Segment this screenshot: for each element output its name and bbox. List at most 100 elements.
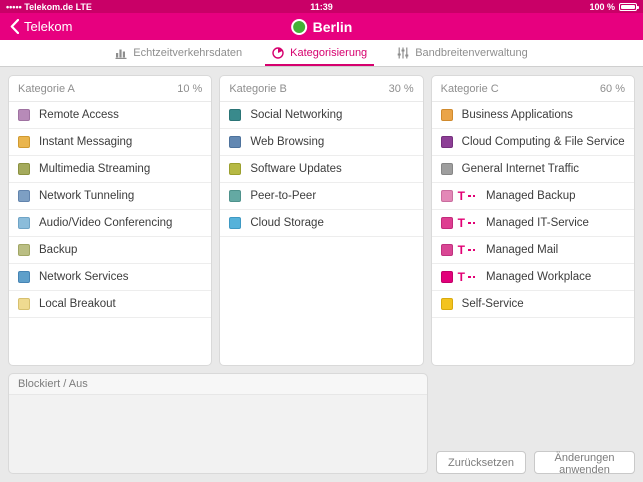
category-item-label: Managed IT-Service (486, 217, 589, 229)
category-item-label: Social Networking (250, 109, 343, 121)
status-bar: ••••• Telekom.de LTE 11:39 100 % (0, 0, 643, 13)
blocked-panel[interactable]: Blockiert / Aus (8, 373, 428, 474)
content-area: Kategorie A 10 % Remote Access Instant M… (0, 67, 643, 482)
category-item-label: Local Breakout (39, 298, 116, 310)
category-item-label: Cloud Storage (250, 217, 324, 229)
sliders-icon (397, 47, 409, 59)
category-item-label: Network Tunneling (39, 190, 135, 202)
category-item-general-internet-traffic[interactable]: General Internet Traffic (431, 156, 634, 183)
category-item-cloud-storage[interactable]: Cloud Storage (220, 210, 423, 237)
tab-kategorisierung[interactable]: Kategorisierung (265, 40, 375, 66)
category-panel-header: Kategorie A 10 % (9, 76, 212, 102)
category-color-swatch-icon (229, 136, 242, 148)
category-color-swatch-icon (440, 136, 453, 148)
apply-changes-button[interactable]: Änderungen anwenden (534, 451, 635, 476)
category-item-label: Instant Messaging (39, 136, 133, 148)
tab-label: Kategorisierung (290, 47, 368, 59)
category-item-network-tunneling[interactable]: Network Tunneling (9, 183, 212, 210)
category-percent-label: 30 % (388, 82, 414, 95)
category-item-instant-messaging[interactable]: Instant Messaging (9, 129, 212, 156)
category-color-swatch-icon (18, 190, 30, 202)
category-item-list: Business Applications Cloud Computing & … (431, 102, 634, 318)
tab-label: Bandbreitenverwaltung (415, 47, 528, 59)
category-item-managed-workplace[interactable]: T Managed Workplace (431, 264, 634, 291)
category-item-label: Audio/Video Conferencing (39, 217, 173, 229)
category-item-label: Managed Mail (486, 244, 559, 256)
category-color-swatch-icon (18, 163, 30, 175)
category-title: Kategorie C (440, 82, 499, 95)
tab-label: Echtzeitverkehrsdaten (133, 47, 243, 59)
category-panel-header: Kategorie C 60 % (431, 76, 634, 102)
category-panel-header: Kategorie B 30 % (220, 76, 423, 102)
category-item-label: General Internet Traffic (461, 163, 580, 175)
category-item-label: Web Browsing (250, 136, 325, 148)
category-color-swatch-icon (440, 190, 453, 202)
category-item-label: Cloud Computing & File Service (461, 136, 625, 148)
tab-bar: Echtzeitverkehrsdaten Kategorisierung Band… (0, 40, 643, 67)
online-status-dot-icon (290, 18, 307, 35)
tab-bandbreitenverwaltung[interactable]: Bandbreitenverwaltung (397, 40, 528, 66)
category-item-managed-backup[interactable]: T Managed Backup (431, 183, 634, 210)
category-item-audio-video-conferencing[interactable]: Audio/Video Conferencing (9, 210, 212, 237)
action-buttons: Zurücksetzen Änderungen anwenden (436, 373, 635, 476)
category-item-label: Managed Backup (486, 190, 576, 202)
category-item-network-services[interactable]: Network Services (9, 264, 212, 291)
category-item-multimedia-streaming[interactable]: Multimedia Streaming (9, 156, 212, 183)
category-item-label: Software Updates (250, 163, 342, 175)
category-color-swatch-icon (440, 217, 453, 229)
category-item-software-updates[interactable]: Software Updates (220, 156, 423, 183)
category-panel-kategorie-a: Kategorie A 10 % Remote Access Instant M… (8, 75, 213, 366)
category-item-remote-access[interactable]: Remote Access (9, 102, 212, 129)
blocked-panel-title: Blockiert / Aus (9, 374, 427, 395)
category-color-swatch-icon (229, 109, 242, 121)
category-item-list: Remote Access Instant Messaging Multimed… (9, 102, 212, 318)
category-item-backup[interactable]: Backup (9, 237, 212, 264)
category-panel-kategorie-b: Kategorie B 30 % Social Networking Web B… (219, 75, 424, 366)
category-item-web-browsing[interactable]: Web Browsing (220, 129, 423, 156)
chevron-left-icon (10, 19, 19, 34)
battery-icon (619, 2, 639, 11)
category-color-swatch-icon (440, 109, 453, 121)
category-color-swatch-icon (229, 190, 242, 202)
battery-status: 100 % (589, 1, 639, 12)
category-item-social-networking[interactable]: Social Networking (220, 102, 423, 129)
category-color-swatch-icon (18, 109, 30, 121)
telekom-logo-icon: T (458, 244, 475, 256)
category-item-peer-to-peer[interactable]: Peer-to-Peer (220, 183, 423, 210)
category-item-self-service[interactable]: Self-Service (431, 291, 634, 318)
pie-chart-icon (272, 47, 284, 59)
bar-chart-icon (115, 47, 127, 59)
category-color-swatch-icon (18, 271, 30, 283)
category-item-label: Managed Workplace (486, 271, 592, 283)
category-percent-label: 10 % (177, 82, 203, 95)
page-title-label: Berlin (312, 18, 353, 35)
category-item-business-applications[interactable]: Business Applications (431, 102, 634, 129)
category-item-label: Business Applications (461, 109, 573, 121)
telekom-logo-icon: T (458, 217, 475, 229)
clock-label: 11:39 (310, 1, 333, 12)
category-item-label: Multimedia Streaming (39, 163, 151, 175)
category-panel-kategorie-c: Kategorie C 60 % Business Applications C… (430, 75, 635, 366)
reset-button[interactable]: Zurücksetzen (436, 451, 527, 474)
category-item-managed-it-service[interactable]: T Managed IT-Service (431, 210, 634, 237)
category-color-swatch-icon (440, 271, 453, 283)
category-color-swatch-icon (18, 244, 30, 256)
category-percent-label: 60 % (599, 82, 625, 95)
category-item-managed-mail[interactable]: T Managed Mail (431, 237, 634, 264)
category-color-swatch-icon (440, 298, 453, 310)
telekom-logo-icon: T (458, 190, 475, 202)
tab-echtzeitverkehrsdaten[interactable]: Echtzeitverkehrsdaten (115, 40, 242, 66)
category-item-label: Remote Access (39, 109, 119, 121)
category-title: Kategorie A (18, 82, 75, 95)
category-color-swatch-icon (229, 217, 242, 229)
category-item-label: Backup (39, 244, 78, 256)
category-item-local-breakout[interactable]: Local Breakout (9, 291, 212, 318)
back-button[interactable]: Telekom (0, 13, 82, 40)
category-item-label: Self-Service (461, 298, 524, 310)
category-color-swatch-icon (18, 136, 30, 148)
battery-percent-label: 100 % (589, 1, 615, 12)
category-item-cloud-computing-file-service[interactable]: Cloud Computing & File Service (431, 129, 634, 156)
category-title: Kategorie B (229, 82, 287, 95)
category-color-swatch-icon (18, 217, 30, 229)
